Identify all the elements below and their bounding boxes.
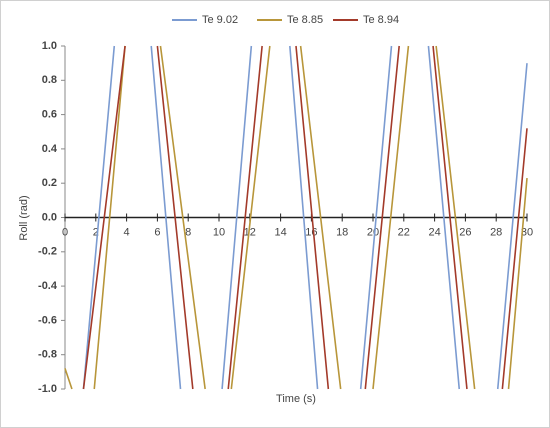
y-tick-label: 0.4 [42, 143, 58, 155]
legend-label: Te 9.02 [202, 14, 238, 26]
x-axis-title: Time (s) [276, 393, 316, 405]
y-tick-label: 1.0 [42, 40, 57, 52]
x-tick-label: 2 [93, 226, 99, 238]
x-tick-label: 24 [428, 226, 440, 238]
legend-label: Te 8.94 [363, 14, 399, 26]
x-tick-label: 18 [336, 226, 348, 238]
x-tick-label: 26 [459, 226, 471, 238]
y-tick-label: 0.2 [42, 177, 57, 189]
x-tick-label: 22 [398, 226, 410, 238]
x-tick-label: 8 [185, 226, 191, 238]
y-axis-title: Roll (rad) [18, 195, 30, 240]
x-tick-label: 6 [154, 226, 160, 238]
x-tick-label: 4 [124, 226, 130, 238]
y-tick-label: -1.0 [38, 383, 57, 395]
x-tick-label: 30 [521, 226, 533, 238]
x-tick-label: 28 [490, 226, 502, 238]
y-tick-label: -0.2 [38, 246, 57, 258]
data-line [82, 45, 528, 390]
y-tick-label: 0.8 [42, 74, 57, 86]
y-tick-label: 0.0 [42, 211, 57, 223]
data-line [82, 45, 528, 390]
x-tick-label: 16 [305, 226, 317, 238]
x-tick-label: 14 [274, 226, 286, 238]
y-tick-label: -0.8 [38, 349, 57, 361]
y-tick-label: -0.6 [38, 314, 57, 326]
y-tick-label: -0.4 [38, 280, 58, 292]
x-tick-label: 12 [244, 226, 256, 238]
legend-label: Te 8.85 [287, 14, 323, 26]
x-tick-label: 0 [62, 226, 68, 238]
x-tick-label: 10 [213, 226, 225, 238]
data-line [64, 45, 528, 390]
x-tick-label: 20 [367, 226, 379, 238]
y-tick-label: 0.6 [42, 109, 57, 121]
